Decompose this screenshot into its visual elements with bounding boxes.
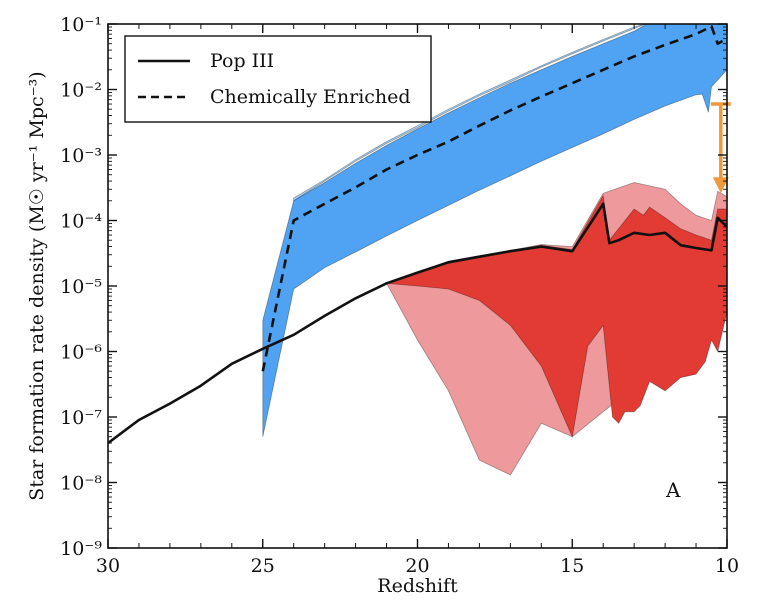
y-tick-label--8: 10⁻⁸: [60, 473, 102, 495]
x-tick-label-30: 30: [96, 555, 120, 577]
y-tick-label--3: 10⁻³: [60, 145, 102, 167]
x-tick-label-25: 25: [251, 555, 275, 577]
x-tick-label-15: 15: [560, 555, 584, 577]
ticks-layer: 30 25 20 15 10 10⁻⁹ 10⁻⁸ 10⁻⁷ 10⁻⁶ 10⁻⁵ 10⁻⁴ 10⁻³ 10…: [60, 14, 739, 577]
y-tick-label--7: 10⁻⁷: [60, 407, 102, 429]
legend-label-pop-iii: Pop III: [210, 50, 274, 72]
panel-label: A: [665, 478, 681, 502]
legend: Pop III Chemically Enriched: [124, 35, 432, 123]
y-tick-label--6: 10⁻⁶: [60, 342, 102, 364]
y-tick-label--1: 10⁻¹: [60, 14, 102, 36]
lines-layer: [108, 25, 727, 445]
legend-box: [124, 35, 432, 123]
series-line-pop-iii: [108, 202, 727, 445]
x-tick-label-10: 10: [715, 555, 739, 577]
y-tick-label--2: 10⁻²: [60, 80, 102, 102]
y-tick-label--9: 10⁻⁹: [60, 538, 102, 560]
band-red-band: [386, 194, 727, 439]
series-line-chemically-enriched: [261, 25, 727, 372]
y-axis-label: Star formation rate density (M☉ yr⁻¹ Mpc…: [26, 71, 48, 500]
bands-layer: [262, 24, 727, 476]
legend-label-chemically-enriched: Chemically Enriched: [210, 86, 411, 108]
x-tick-label-20: 20: [405, 555, 429, 577]
band-blue-band: [262, 24, 727, 437]
band-light-blue-band: [293, 24, 648, 202]
y-tick-label--4: 10⁻⁴: [60, 211, 102, 233]
y-tick-label--5: 10⁻⁵: [60, 276, 102, 298]
x-axis-label: Redshift: [377, 575, 458, 597]
